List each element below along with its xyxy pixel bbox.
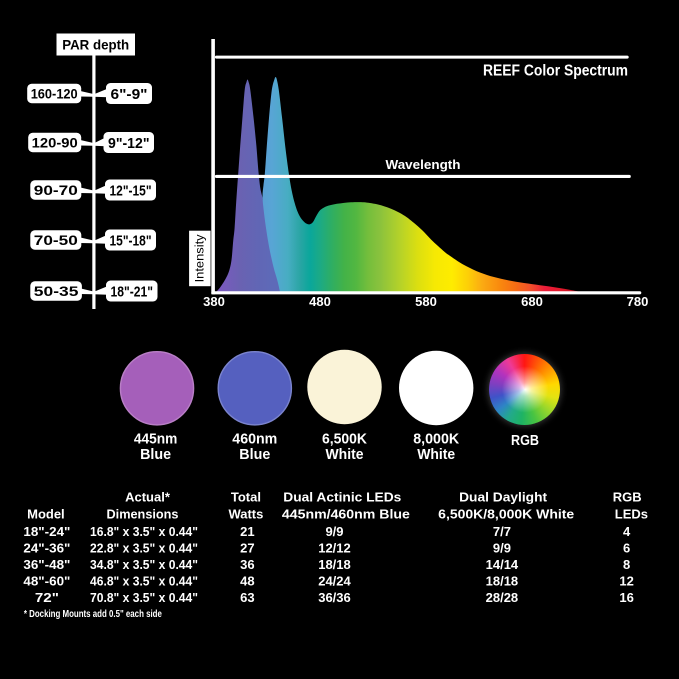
- svg-text:48: 48: [240, 574, 254, 589]
- svg-text:18/18: 18/18: [318, 557, 351, 572]
- svg-text:34.8" x 3.5" x 0.44": 34.8" x 3.5" x 0.44": [90, 557, 198, 572]
- svg-text:RGB: RGB: [511, 432, 539, 449]
- svg-text:28/28: 28/28: [486, 590, 519, 605]
- svg-text:21: 21: [240, 524, 254, 539]
- svg-text:LEDs: LEDs: [615, 507, 648, 522]
- svg-text:18"-24": 18"-24": [23, 524, 70, 539]
- svg-text:Wavelength: Wavelength: [386, 157, 461, 172]
- svg-text:8: 8: [623, 557, 630, 572]
- svg-text:36: 36: [240, 557, 254, 572]
- svg-text:18/18: 18/18: [486, 574, 519, 589]
- svg-text:12"-15": 12"-15": [110, 182, 152, 199]
- svg-text:36"-48": 36"-48": [23, 557, 70, 572]
- svg-text:Actual*: Actual*: [125, 490, 171, 505]
- svg-text:White: White: [417, 446, 455, 463]
- svg-text:680: 680: [521, 294, 543, 309]
- svg-text:REEF Color Spectrum: REEF Color Spectrum: [483, 62, 628, 79]
- svg-text:9/9: 9/9: [325, 524, 343, 539]
- svg-text:14/14: 14/14: [486, 557, 519, 572]
- svg-text:6: 6: [623, 541, 630, 556]
- svg-text:Dimensions: Dimensions: [107, 507, 179, 522]
- svg-text:24/24: 24/24: [318, 574, 351, 589]
- svg-text:90-70: 90-70: [34, 182, 78, 198]
- svg-text:445nm/460nm Blue: 445nm/460nm Blue: [282, 507, 410, 522]
- svg-text:445nm: 445nm: [134, 430, 178, 447]
- svg-text:RGB: RGB: [613, 490, 642, 505]
- svg-text:9"-12": 9"-12": [108, 135, 150, 152]
- svg-text:22.8" x 3.5" x 0.44": 22.8" x 3.5" x 0.44": [90, 541, 198, 556]
- svg-text:780: 780: [627, 294, 649, 309]
- svg-text:* Docking Mounts add 0.5" each: * Docking Mounts add 0.5" each side: [24, 609, 162, 620]
- svg-text:Total: Total: [231, 490, 261, 505]
- svg-text:15"-18": 15"-18": [110, 232, 152, 249]
- svg-text:46.8" x 3.5" x 0.44": 46.8" x 3.5" x 0.44": [90, 574, 198, 589]
- svg-text:460nm: 460nm: [232, 430, 277, 447]
- svg-text:580: 580: [415, 294, 437, 309]
- svg-text:70-50: 70-50: [34, 232, 78, 248]
- svg-text:18"-21": 18"-21": [111, 283, 154, 300]
- svg-text:White: White: [326, 446, 364, 463]
- svg-text:6,500K/8,000K White: 6,500K/8,000K White: [438, 507, 574, 522]
- svg-text:Blue: Blue: [140, 446, 171, 463]
- svg-text:50-35: 50-35: [34, 283, 79, 299]
- svg-text:16: 16: [619, 590, 633, 605]
- svg-text:Model: Model: [27, 507, 65, 522]
- svg-text:120-90: 120-90: [32, 135, 78, 151]
- svg-text:72": 72": [35, 590, 59, 605]
- svg-text:63: 63: [240, 590, 254, 605]
- svg-text:70.8" x 3.5" x 0.44": 70.8" x 3.5" x 0.44": [90, 590, 198, 605]
- svg-text:12: 12: [619, 574, 633, 589]
- svg-text:27: 27: [240, 541, 254, 556]
- svg-text:6,500K: 6,500K: [322, 430, 367, 447]
- svg-text:7/7: 7/7: [493, 524, 511, 539]
- svg-text:8,000K: 8,000K: [413, 430, 459, 447]
- svg-text:6"-9": 6"-9": [111, 86, 148, 103]
- svg-text:4: 4: [623, 524, 631, 539]
- svg-text:48"-60": 48"-60": [23, 574, 70, 589]
- svg-text:Dual Actinic LEDs: Dual Actinic LEDs: [283, 490, 401, 505]
- svg-text:16.8" x 3.5" x 0.44": 16.8" x 3.5" x 0.44": [90, 524, 198, 539]
- svg-text:Dual Daylight: Dual Daylight: [459, 490, 548, 505]
- svg-text:Intensity: Intensity: [195, 234, 207, 282]
- svg-text:12/12: 12/12: [318, 541, 351, 556]
- svg-text:480: 480: [309, 294, 331, 309]
- svg-text:36/36: 36/36: [318, 590, 351, 605]
- svg-text:9/9: 9/9: [493, 541, 511, 556]
- svg-text:24"-36": 24"-36": [23, 541, 70, 556]
- svg-text:PAR depth: PAR depth: [62, 36, 129, 52]
- svg-text:Blue: Blue: [239, 446, 270, 463]
- svg-text:Watts: Watts: [228, 507, 263, 522]
- svg-text:160-120: 160-120: [31, 86, 78, 102]
- svg-text:380: 380: [203, 294, 225, 309]
